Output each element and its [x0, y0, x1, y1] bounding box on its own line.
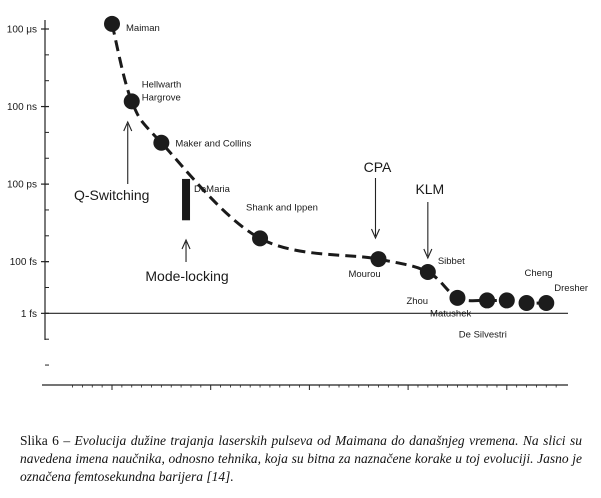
- point-label: Shank and Ippen: [246, 202, 318, 213]
- data-point: [538, 295, 555, 312]
- cpa-arrow-head: [370, 228, 380, 240]
- y-tick-label: 100 ps: [7, 180, 37, 191]
- point-label: Maiman: [126, 23, 160, 34]
- point-label: Hargrove: [142, 92, 181, 103]
- chart-axes: [42, 20, 568, 386]
- data-point: [123, 93, 140, 110]
- point-label: Matushek: [430, 308, 471, 319]
- q-switching-label: Q-Switching: [74, 187, 149, 203]
- x-axis-ticks: 19601970198019902000: [72, 385, 557, 390]
- data-point: [419, 263, 436, 280]
- figure-caption: Slika 6 – Evolucija dužine trajanja lase…: [20, 432, 582, 486]
- y-tick-label: 100 μs: [7, 25, 37, 36]
- y-tick-label: 100 ns: [7, 102, 37, 113]
- data-point: [370, 251, 387, 268]
- pulse-duration-curve: [110, 23, 547, 305]
- mode-locking-label: Mode-locking: [145, 268, 228, 284]
- point-label: Dresher: [554, 283, 588, 294]
- point-label: De Silvestri: [459, 329, 507, 340]
- point-label: Cheng: [525, 268, 553, 279]
- point-label: Mourou: [348, 269, 380, 280]
- data-point: [104, 15, 120, 32]
- trend-line: [110, 23, 547, 305]
- point-labels: Maiman Hellwarth Hargrove Maker and Collins…: [126, 23, 588, 341]
- data-point: [252, 230, 269, 247]
- data-point: [449, 289, 466, 306]
- mode-locking-arrow-head: [181, 238, 191, 250]
- demaria-bar: [182, 178, 191, 221]
- laser-pulse-evolution-chart: 100 μs 100 ns 100 ps 100 fs 1 fs 19601970198…: [7, 15, 588, 390]
- cpa-label: CPA: [364, 159, 392, 175]
- technique-annotations: Q-Switching Mode-locking DeMaria CPA KLM: [74, 120, 444, 284]
- data-point: [498, 292, 515, 309]
- q-switching-arrow-head: [123, 120, 133, 132]
- klm-label: KLM: [415, 181, 444, 197]
- point-label: Hellwarth: [142, 79, 182, 90]
- caption-lead: Slika 6 –: [20, 433, 75, 448]
- klm-arrow-head: [423, 248, 433, 260]
- data-points: [104, 15, 555, 312]
- point-label: Maker and Collins: [175, 139, 251, 150]
- y-tick-label: 100 fs: [10, 257, 37, 268]
- caption-body: Evolucija dužine trajanja laserskih puls…: [20, 433, 582, 484]
- y-tick-label: 1 fs: [21, 309, 37, 320]
- point-label: Sibbet: [438, 256, 465, 267]
- data-point: [479, 292, 496, 309]
- data-point: [153, 134, 170, 151]
- y-axis-ticks: 100 μs 100 ns 100 ps 100 fs 1 fs: [7, 25, 49, 366]
- demaria-label: DeMaria: [194, 184, 231, 195]
- point-label: Zhou: [406, 296, 428, 307]
- data-point: [518, 295, 535, 312]
